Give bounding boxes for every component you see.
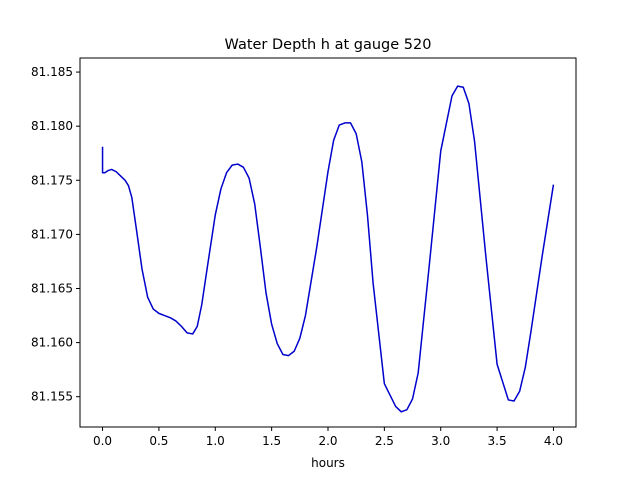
x-tick-label: 4.0 xyxy=(544,434,563,448)
y-tick-label: 81.180 xyxy=(31,119,73,133)
x-tick-label: 0.5 xyxy=(149,434,168,448)
y-tick-label: 81.175 xyxy=(31,173,73,187)
y-tick-label: 81.155 xyxy=(31,390,73,404)
x-axis-label: hours xyxy=(311,456,345,470)
y-tick-label: 81.165 xyxy=(31,281,73,295)
x-tick-label: 3.0 xyxy=(431,434,450,448)
y-axis-ticks: 81.155 81.160 81.165 81.170 81.175 81.180 81.1… xyxy=(31,65,80,404)
series-line xyxy=(101,85,555,413)
x-tick-label: 1.5 xyxy=(262,434,281,448)
y-tick-label: 81.185 xyxy=(31,65,73,79)
chart-title: Water Depth h at gauge 520 xyxy=(225,37,432,53)
plot-area-frame xyxy=(79,57,577,428)
x-tick-label: 2.5 xyxy=(375,434,394,448)
x-tick-label: 1.0 xyxy=(206,434,225,448)
x-tick-label: 0.0 xyxy=(93,434,112,448)
series-layer xyxy=(101,85,555,413)
x-tick-label: 2.0 xyxy=(318,434,337,448)
x-tick-label: 3.5 xyxy=(488,434,507,448)
x-axis-ticks: 0.0 0.5 1.0 1.5 2.0 2.5 3.0 3.5 4.0 xyxy=(93,427,563,448)
y-tick-label: 81.160 xyxy=(31,336,73,350)
y-tick-label: 81.170 xyxy=(31,227,73,241)
